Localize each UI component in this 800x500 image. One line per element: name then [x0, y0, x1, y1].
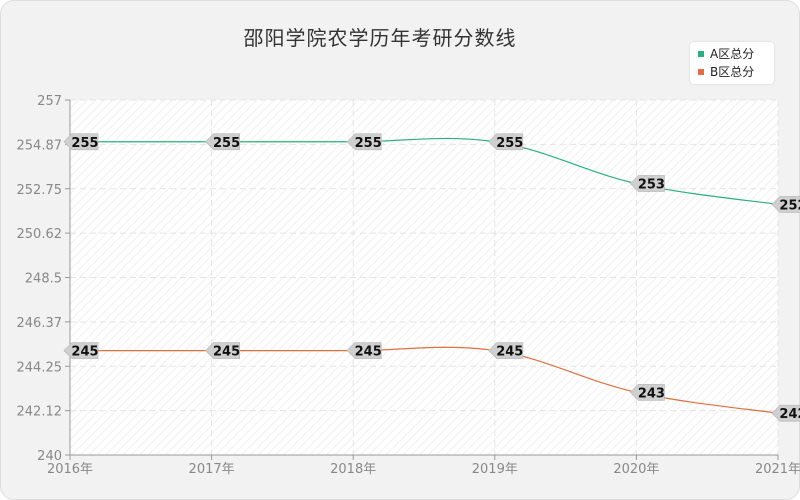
- x-tick-label: 2017年: [189, 462, 235, 477]
- data-label-bg: [771, 196, 800, 213]
- legend-item-a[interactable]: A区总分: [698, 46, 754, 62]
- legend-swatch-a: [698, 50, 704, 57]
- data-label-bg: [488, 133, 524, 151]
- legend-label-b: B区总分: [710, 65, 755, 79]
- legend: A区总分 B区总分: [690, 42, 774, 84]
- data-label: 255: [355, 136, 382, 151]
- legend-item-b[interactable]: B区总分: [698, 64, 754, 80]
- data-labels: 255 255 255 255 253 252 245 245 245 245 243 242: [63, 133, 800, 422]
- data-label: 243: [638, 386, 665, 401]
- y-tick-label: 240: [37, 449, 62, 464]
- x-tick-label: 2020年: [613, 462, 659, 477]
- data-label-bg: [771, 404, 800, 422]
- data-label-bg: [346, 133, 382, 151]
- y-tick-label: 254.87: [17, 138, 63, 153]
- chart-title: 邵阳学院农学历年考研分数线: [243, 26, 517, 50]
- data-label: 253: [638, 178, 665, 193]
- axes: 257 254.87 252.75 250.62 248.5 246.37 244.25 24…: [17, 94, 800, 477]
- legend-label-a: A区总分: [710, 47, 755, 61]
- y-tick-label: 248.5: [25, 272, 62, 287]
- data-label-bg: [63, 133, 99, 151]
- data-label-bg: [63, 342, 99, 359]
- data-label: 245: [71, 345, 98, 360]
- data-label-bg: [629, 175, 665, 192]
- grid-lines: [70, 99, 779, 455]
- x-tick-label: 2021年: [755, 462, 800, 477]
- y-tick-label: 257: [37, 94, 62, 109]
- data-label-bg: [205, 342, 240, 359]
- y-tick-label: 252.75: [17, 183, 63, 198]
- data-label: 255: [71, 136, 98, 151]
- data-label: 245: [213, 345, 240, 360]
- legend-swatch-b: [698, 68, 704, 75]
- data-label-bg: [488, 342, 524, 359]
- y-tick-label: 244.25: [17, 360, 63, 375]
- x-tick-label: 2019年: [472, 462, 518, 477]
- data-label: 255: [496, 136, 523, 151]
- data-label-bg: [629, 383, 665, 401]
- x-tick-label: 2018年: [330, 462, 376, 477]
- data-label: 245: [496, 345, 523, 360]
- y-tick-label: 246.37: [17, 316, 63, 331]
- data-label: 252: [779, 198, 800, 213]
- x-tick-label: 2016年: [47, 462, 93, 477]
- data-label: 242: [779, 407, 800, 422]
- data-label-bg: [346, 342, 382, 359]
- y-tick-label: 250.62: [17, 227, 63, 242]
- data-label: 245: [355, 345, 382, 360]
- data-label: 255: [213, 136, 240, 151]
- y-tick-label: 242.12: [17, 405, 63, 420]
- data-label-bg: [205, 133, 240, 151]
